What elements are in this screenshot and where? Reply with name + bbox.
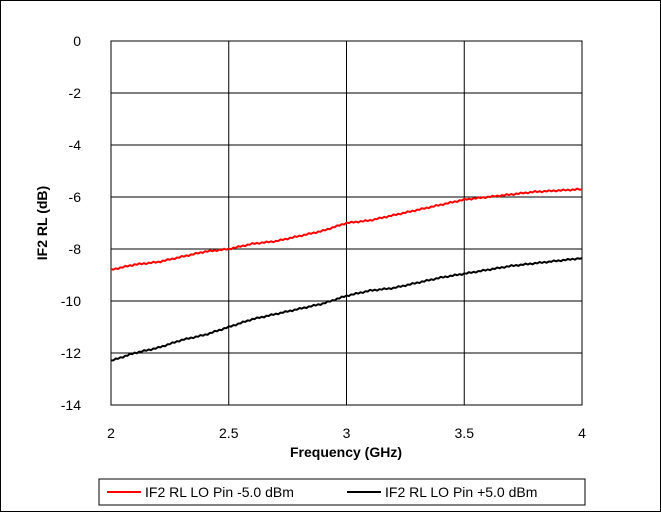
x-tick-label: 2.5 (219, 425, 239, 441)
y-tick-label: -2 (69, 85, 82, 101)
x-tick-label: 3 (343, 425, 351, 441)
plot-border (110, 40, 583, 406)
y-tick-label: -14 (61, 397, 81, 413)
legend-label-2: IF2 RL LO Pin +5.0 dBm (385, 484, 537, 500)
legend: IF2 RL LO Pin -5.0 dBm IF2 RL LO Pin +5.0… (98, 478, 586, 506)
y-tick-label: -12 (61, 345, 81, 361)
x-tick-label: 2 (107, 425, 115, 441)
y-tick-label: -10 (61, 293, 81, 309)
y-tick-label: -4 (69, 137, 82, 153)
y-tick-label: 0 (73, 33, 81, 49)
x-tick-label: 4 (578, 425, 586, 441)
series-line-2 (111, 257, 583, 362)
series-line-1 (110, 187, 583, 271)
y-tick-label: -6 (69, 189, 82, 205)
y-axis-label: IF2 RL (dB) (34, 186, 50, 260)
x-axis-label: Frequency (GHz) (290, 444, 402, 460)
legend-box (98, 478, 586, 506)
legend-label-1: IF2 RL LO Pin -5.0 dBm (145, 484, 294, 500)
x-tick-label: 3.5 (455, 425, 475, 441)
y-tick-label: -8 (69, 241, 82, 257)
